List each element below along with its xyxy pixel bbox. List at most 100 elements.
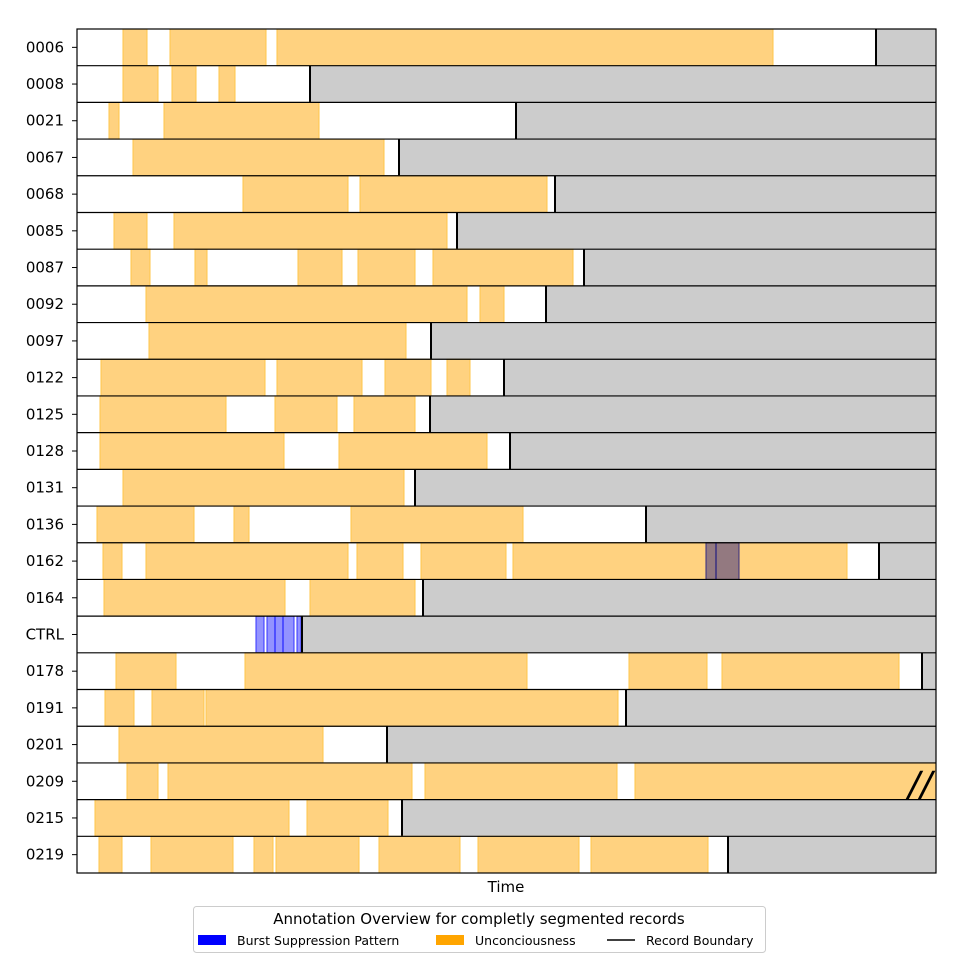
unconsciousness-segment <box>169 28 267 67</box>
unconsciousness-segment <box>122 468 405 507</box>
y-tick-label: 0191 <box>26 699 64 717</box>
unconsciousness-segment <box>253 835 274 874</box>
y-tick-label: 0087 <box>26 259 64 277</box>
beyond-record-region <box>302 616 936 653</box>
y-tick-label: 0136 <box>26 515 64 533</box>
beyond-record-region <box>879 542 936 580</box>
beyond-record-region <box>728 836 936 873</box>
y-tick-label: 0008 <box>26 75 64 93</box>
truncation-break-mark: // <box>905 765 936 806</box>
x-axis-label: Time <box>487 878 525 896</box>
burst-suppression-segment <box>274 615 284 654</box>
unconsciousness-segment <box>132 138 385 177</box>
unconsciousness-segment <box>103 578 286 617</box>
unconsciousness-segment <box>384 358 432 397</box>
unconsciousness-segment <box>171 65 197 103</box>
unconsciousness-segment <box>244 652 528 691</box>
burst-suppression-segment <box>296 615 302 654</box>
beyond-record-region <box>457 212 936 250</box>
unconsciousness-segment <box>122 28 148 67</box>
unconsciousness-segment <box>276 358 363 397</box>
unconsciousness-segment <box>151 689 205 727</box>
beyond-record-region <box>402 799 936 837</box>
y-tick-label: 0097 <box>26 332 64 350</box>
y-tick-label: 0162 <box>26 552 64 570</box>
y-tick-label: CTRL <box>26 625 65 643</box>
unconsciousness-segment <box>357 248 416 287</box>
unconsciousness-segment <box>274 395 338 434</box>
unconsciousness-segment <box>306 799 389 837</box>
y-tick-label: 0128 <box>26 442 64 460</box>
y-tick-label: 0021 <box>26 112 64 130</box>
unconsciousness-segment <box>98 835 123 874</box>
unconsciousness-segment <box>275 835 360 874</box>
unconsciousness-segment <box>145 285 468 324</box>
y-tick-label: 0068 <box>26 185 64 203</box>
plot-area: 0006 0008 0021 0067 0068 0085 0087 0092 0097 0122… <box>26 28 937 874</box>
unconsciousness-segment <box>338 432 488 470</box>
legend-swatch-uncon <box>436 935 464 945</box>
unconsciousness-segment <box>163 101 320 140</box>
legend-label-boundary: Record Boundary <box>646 933 754 948</box>
unconsciousness-segment <box>432 248 574 287</box>
y-tick-label: 0125 <box>26 405 64 423</box>
beyond-record-region <box>431 322 936 360</box>
unconsciousness-segment <box>173 211 448 250</box>
y-tick-label: 0067 <box>26 148 64 166</box>
unconsciousness-segment <box>167 762 413 801</box>
y-tick-label: 0201 <box>26 736 64 754</box>
y-tick-label: 0178 <box>26 662 64 680</box>
unconsciousness-segment <box>424 762 618 801</box>
unconsciousness-segment <box>104 689 135 727</box>
unconsciousness-segment <box>297 248 343 287</box>
beyond-record-region <box>504 359 936 396</box>
unconsciousness-segment <box>145 542 349 580</box>
unconsciousness-segment <box>356 542 404 580</box>
unconsciousness-segment <box>99 395 227 434</box>
y-tick-label: 0219 <box>26 846 64 864</box>
unconsciousness-segment <box>108 101 120 140</box>
beyond-record-region <box>546 285 936 323</box>
unconsciousness-segment <box>100 358 266 397</box>
unconsciousness-segment <box>205 689 619 727</box>
beyond-record-region <box>310 65 936 103</box>
y-tick-label: 0209 <box>26 772 64 790</box>
burst-suppression-segment <box>266 615 276 654</box>
y-tick-label: 0215 <box>26 809 64 827</box>
burst-suppression-segment <box>705 542 717 580</box>
burst-suppression-segment <box>282 615 295 654</box>
legend-frame <box>193 906 766 953</box>
legend-swatch-burst <box>198 935 226 945</box>
unconsciousness-segment <box>359 175 548 213</box>
unconsciousness-segment <box>353 395 416 434</box>
unconsciousness-segment <box>233 505 250 544</box>
unconsciousness-segment <box>628 652 708 691</box>
unconsciousness-segment <box>96 505 195 544</box>
unconsciousness-segment <box>94 799 290 837</box>
y-tick-label: 0092 <box>26 295 64 313</box>
beyond-record-region <box>922 652 936 690</box>
beyond-record-region <box>430 395 936 433</box>
unconsciousness-segment <box>150 835 234 874</box>
y-tick-label: 0006 <box>26 38 64 56</box>
legend-label-burst: Burst Suppression Pattern <box>237 933 399 948</box>
unconsciousness-segment <box>148 322 407 360</box>
beyond-record-region <box>646 506 936 543</box>
unconsciousness-segment <box>590 835 709 874</box>
unconsciousness-segment <box>378 835 461 874</box>
beyond-record-region <box>510 432 936 470</box>
unconsciousness-segment <box>194 248 208 287</box>
y-tick-label: 0122 <box>26 369 64 387</box>
unconsciousness-segment <box>115 652 177 691</box>
unconsciousness-segment <box>721 652 900 691</box>
unconsciousness-segment <box>126 762 159 801</box>
beyond-record-region <box>415 469 936 507</box>
unconsciousness-segment <box>99 432 285 470</box>
unconsciousness-segment <box>113 211 148 250</box>
beyond-record-region <box>555 175 936 213</box>
beyond-record-region <box>423 579 936 617</box>
unconsciousness-segment <box>276 28 774 67</box>
beyond-record-region <box>399 139 936 176</box>
unconsciousness-segment <box>634 762 937 801</box>
